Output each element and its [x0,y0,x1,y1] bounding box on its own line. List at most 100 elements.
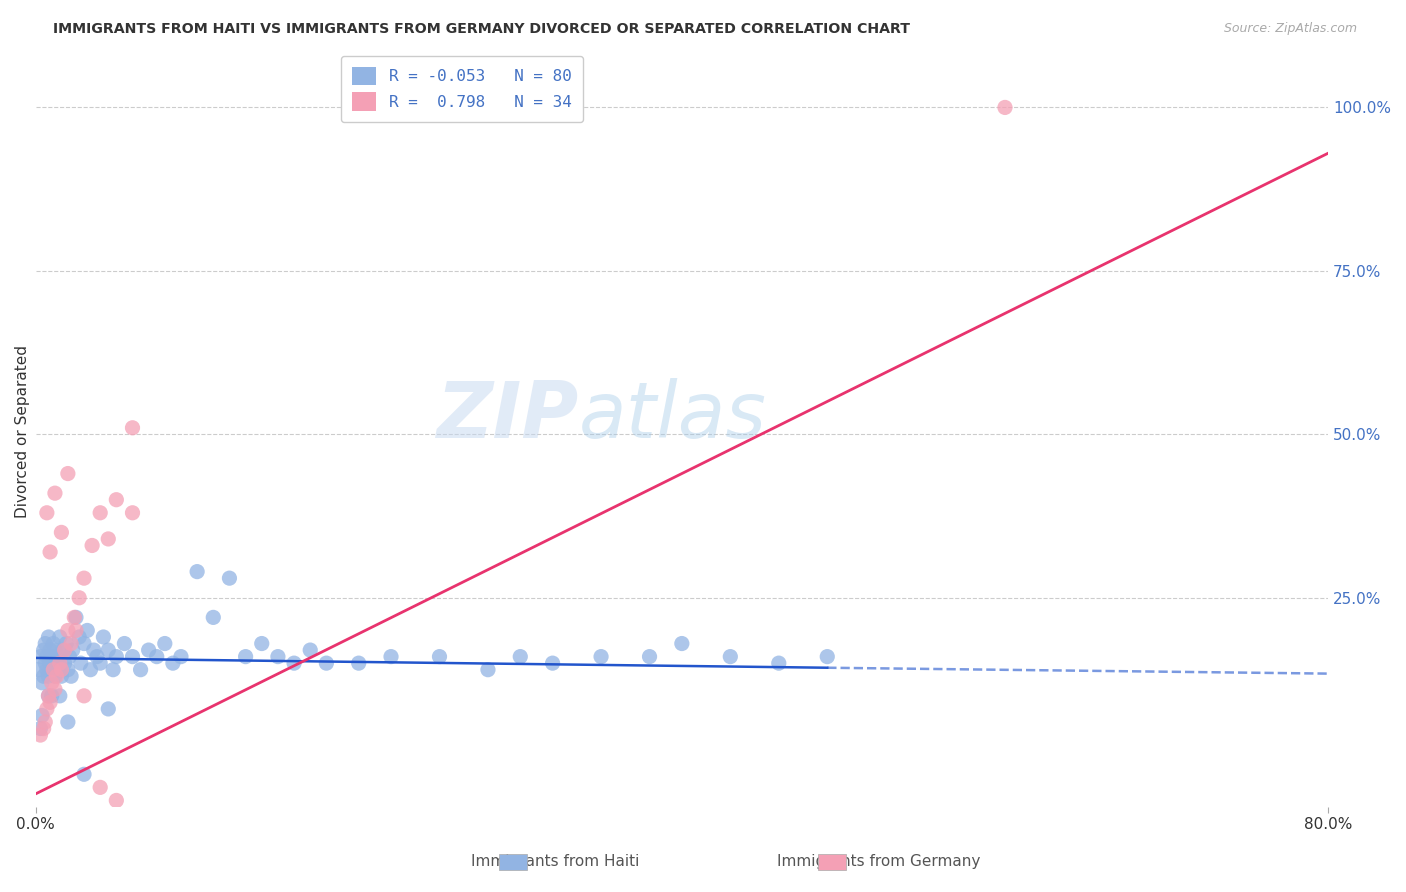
Point [83,643,105,657]
Point [541,656,564,670]
Point [509,649,531,664]
Point [34,656,56,670]
Point [41,689,63,703]
Point [283,656,305,670]
Point [32,643,55,657]
Point [73,767,96,781]
Point [31,675,53,690]
Point [62,643,84,657]
Point [429,649,451,664]
Point [35,702,58,716]
Point [44,486,66,500]
Point [671,636,693,650]
Point [65,610,87,624]
Point [30,728,52,742]
Point [53,656,76,670]
Point [129,663,152,677]
Text: IMMIGRANTS FROM HAITI VS IMMIGRANTS FROM GERMANY DIVORCED OR SEPARATED CORRELATI: IMMIGRANTS FROM HAITI VS IMMIGRANTS FROM… [53,22,911,37]
Point [73,636,96,650]
Point [82,539,104,553]
Point [34,636,56,650]
Y-axis label: Divorced or Separated: Divorced or Separated [15,344,30,517]
Point [42,663,65,677]
Text: Immigrants from Haiti: Immigrants from Haiti [471,855,640,869]
Point [994,100,1017,114]
Point [39,545,62,559]
Point [186,565,208,579]
Point [35,649,58,664]
Point [45,669,67,683]
Point [56,714,79,729]
Point [46,663,69,677]
Point [51,669,73,683]
Point [89,780,111,795]
Point [121,649,143,664]
Point [32,669,55,683]
Point [718,649,741,664]
Point [105,649,128,664]
Point [37,689,59,703]
Point [49,656,72,670]
Point [638,649,661,664]
Point [60,636,83,650]
Point [86,649,108,664]
Point [30,649,52,664]
Point [35,506,58,520]
Point [37,630,59,644]
Point [250,636,273,650]
Point [76,624,98,638]
Point [89,656,111,670]
Point [39,643,62,657]
Point [32,722,55,736]
Point [49,689,72,703]
Point [28,663,51,677]
Point [56,467,79,481]
Point [162,656,184,670]
Point [51,663,73,677]
Point [35,663,58,677]
Point [768,656,790,670]
Point [31,708,53,723]
Point [145,649,167,664]
Point [97,532,120,546]
Point [58,649,80,664]
Point [39,695,62,709]
Point [380,649,402,664]
Text: atlas: atlas [578,378,766,454]
Point [105,492,128,507]
Point [67,630,90,644]
Point [93,630,115,644]
Point [218,571,240,585]
Point [347,656,370,670]
Point [121,506,143,520]
Point [235,649,257,664]
Point [315,656,337,670]
Point [112,636,135,650]
Point [60,669,83,683]
Point [49,630,72,644]
Point [589,649,612,664]
Point [39,656,62,670]
Point [89,506,111,520]
Point [79,663,101,677]
Point [299,643,322,657]
Point [138,643,160,657]
Point [37,689,59,703]
Point [30,722,52,736]
Point [44,669,66,683]
Point [121,421,143,435]
Point [44,643,66,657]
Point [815,649,838,664]
Point [52,643,75,657]
Point [101,663,124,677]
Point [51,525,73,540]
Point [202,610,225,624]
Point [67,591,90,605]
Point [42,636,65,650]
Point [97,643,120,657]
Point [56,624,79,638]
Point [267,649,290,664]
Point [44,682,66,697]
Point [65,624,87,638]
Legend: R = -0.053   N = 80, R =  0.798   N = 34: R = -0.053 N = 80, R = 0.798 N = 34 [342,55,583,122]
